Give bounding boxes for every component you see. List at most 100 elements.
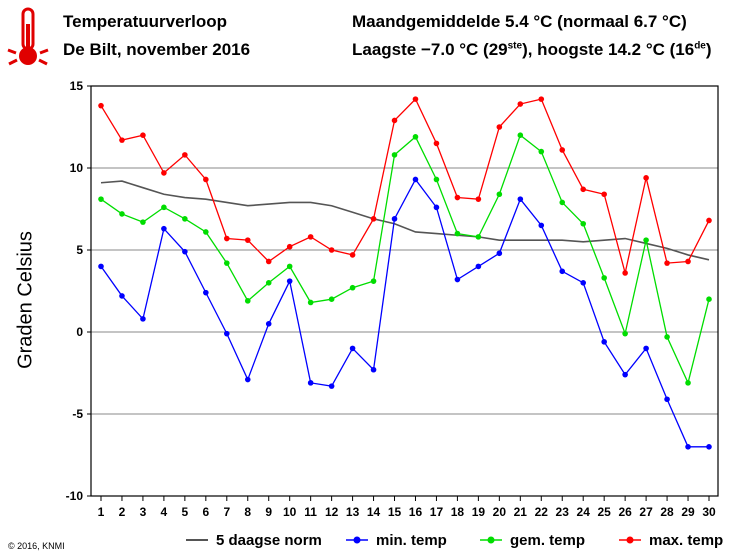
series-line-gem-temp: [100, 134, 710, 385]
data-point-gem-temp: [391, 152, 398, 158]
data-point-min-temp: [244, 376, 251, 383]
data-point-max-temp: [370, 216, 377, 222]
x-tick-label: 17: [430, 505, 444, 519]
x-tick-label: 30: [702, 505, 716, 519]
data-point-min-temp: [119, 293, 125, 299]
data-point-max-temp: [496, 124, 503, 130]
data-point-max-temp: [223, 235, 230, 242]
data-point-min-temp: [286, 278, 293, 284]
x-tick-label: 5: [182, 505, 189, 519]
data-point-min-temp: [140, 316, 146, 322]
x-tick-label: 20: [493, 505, 507, 519]
data-point-min-temp: [223, 330, 230, 337]
data-point-max-temp: [286, 243, 293, 250]
data-point-min-temp: [203, 289, 209, 296]
legend-label-max-temp: max. temp: [649, 532, 723, 549]
x-tick-label: 7: [223, 505, 230, 519]
data-point-gem-temp: [685, 380, 691, 386]
x-tick-label: 14: [367, 505, 381, 519]
data-point-max-temp: [203, 176, 209, 183]
data-point-gem-temp: [538, 148, 545, 155]
data-point-min-temp: [664, 396, 670, 403]
data-point-gem-temp: [98, 196, 104, 202]
data-point-max-temp: [559, 147, 566, 153]
copyright: © 2016, KNMI: [8, 541, 65, 551]
data-point-max-temp: [140, 132, 146, 138]
x-tick-label: 15: [388, 505, 402, 519]
data-point-gem-temp: [370, 278, 377, 284]
x-tick-label: 2: [119, 505, 126, 519]
data-point-min-temp: [559, 268, 566, 275]
data-point-max-temp: [161, 170, 167, 176]
data-point-max-temp: [622, 270, 628, 276]
data-point-gem-temp: [140, 219, 146, 225]
data-point-min-temp: [706, 444, 712, 450]
data-point-gem-temp: [203, 229, 209, 235]
data-point-min-temp: [161, 225, 167, 232]
x-tick-label: 22: [535, 505, 549, 519]
data-point-max-temp: [475, 196, 482, 202]
data-point-gem-temp: [349, 284, 356, 291]
data-point-gem-temp: [223, 260, 230, 266]
data-point-max-temp: [685, 258, 691, 265]
x-tick-label: 28: [660, 505, 674, 519]
data-point-gem-temp: [161, 204, 167, 211]
data-point-gem-temp: [580, 220, 587, 227]
y-tick-label: 0: [76, 325, 83, 339]
data-point-max-temp: [538, 96, 545, 102]
data-point-min-temp: [307, 380, 314, 386]
data-point-gem-temp: [559, 199, 566, 206]
data-point-gem-temp: [433, 176, 440, 183]
y-tick-label: 10: [70, 161, 84, 175]
x-tick-label: 16: [409, 505, 423, 519]
data-point-gem-temp: [454, 230, 461, 237]
data-point-min-temp: [391, 216, 398, 222]
legend-label-5-daagse-norm: 5 daagse norm: [216, 532, 322, 549]
data-point-gem-temp: [119, 211, 125, 217]
data-point-max-temp: [706, 217, 712, 224]
data-point-max-temp: [119, 137, 125, 143]
data-point-gem-temp: [706, 296, 712, 303]
legend-label-gem-temp: gem. temp: [510, 532, 585, 549]
data-point-max-temp: [517, 101, 524, 107]
data-point-max-temp: [454, 194, 461, 201]
data-point-max-temp: [98, 102, 104, 109]
data-point-gem-temp: [664, 334, 670, 340]
data-point-gem-temp: [265, 280, 272, 286]
chart-subtitle: De Bilt, november 2016: [63, 40, 251, 59]
data-point-gem-temp: [328, 296, 335, 303]
x-tick-label: 10: [283, 505, 297, 519]
x-tick-label: 21: [514, 505, 528, 519]
data-point-min-temp: [685, 444, 691, 450]
data-point-min-temp: [601, 339, 607, 345]
y-tick-label: -5: [72, 407, 83, 421]
chart-title: Temperatuurverloop: [63, 12, 228, 31]
data-point-max-temp: [265, 258, 272, 265]
data-point-min-temp: [454, 276, 461, 283]
data-point-min-temp: [412, 176, 419, 183]
data-point-min-temp: [475, 263, 482, 270]
data-point-min-temp: [643, 345, 649, 352]
data-point-min-temp: [622, 371, 628, 378]
data-point-min-temp: [433, 204, 440, 211]
data-point-min-temp: [265, 321, 272, 327]
data-point-min-temp: [370, 366, 377, 373]
data-point-gem-temp: [496, 191, 503, 198]
x-tick-label: 11: [304, 505, 317, 519]
data-point-min-temp: [328, 383, 335, 389]
y-tick-label: 15: [70, 79, 84, 93]
data-point-gem-temp: [643, 237, 649, 243]
data-point-max-temp: [391, 117, 398, 124]
data-point-max-temp: [349, 252, 356, 258]
legend-marker-gem-temp: [487, 536, 495, 544]
series-line-min-temp: [100, 178, 709, 448]
data-point-gem-temp: [412, 134, 419, 140]
data-point-max-temp: [601, 191, 607, 198]
data-point-min-temp: [182, 248, 188, 255]
x-tick-label: 12: [325, 505, 339, 519]
y-tick-label: -10: [66, 489, 84, 503]
legend-label-min-temp: min. temp: [376, 532, 447, 549]
x-tick-label: 9: [265, 505, 272, 519]
x-tick-label: 4: [161, 505, 168, 519]
